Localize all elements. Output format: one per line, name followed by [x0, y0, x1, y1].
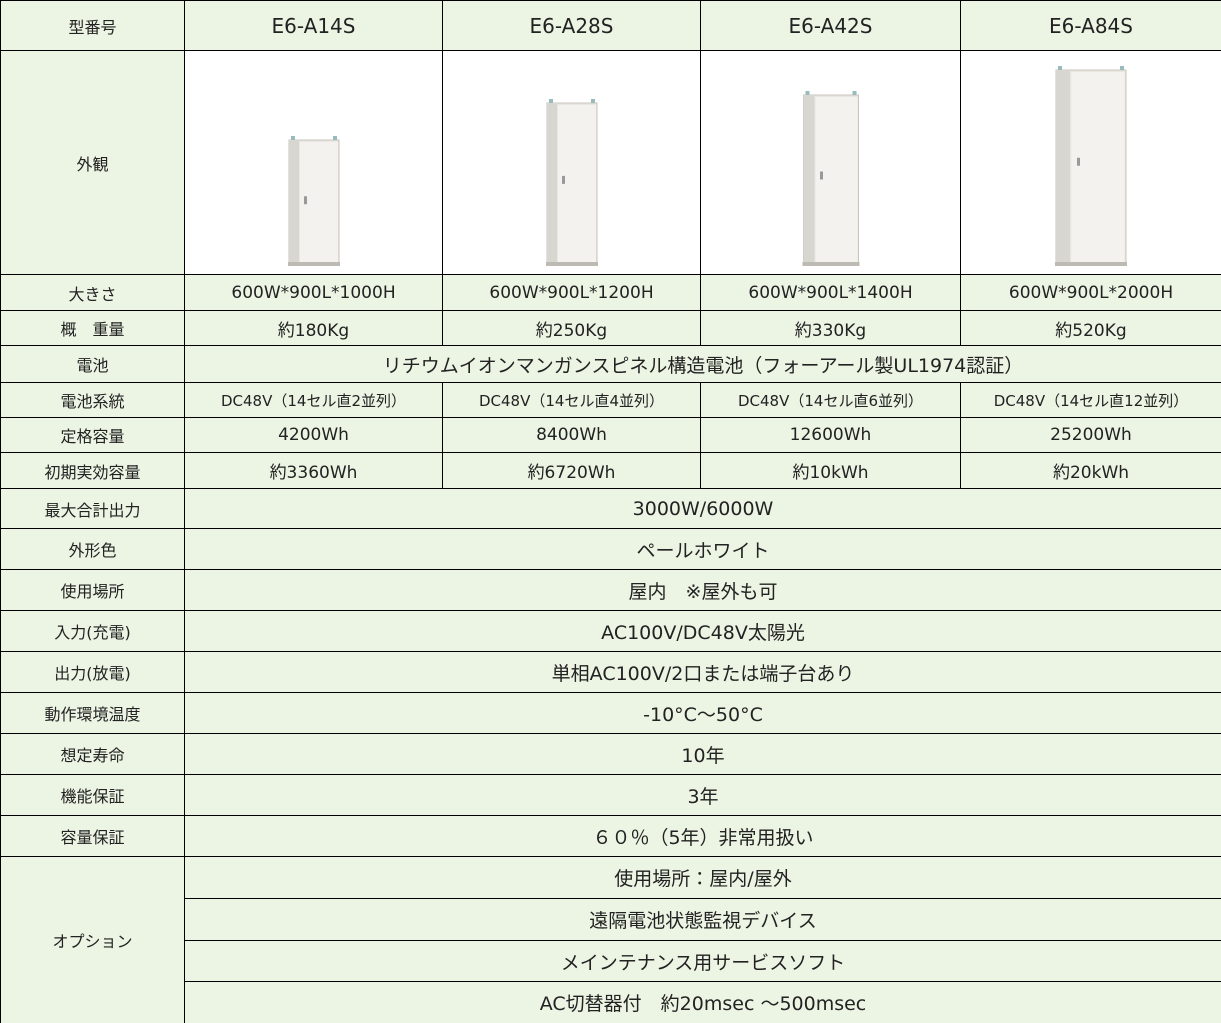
spec-value: リチウムイオンマンガンスピネル構造電池（フォーアール製UL1974認証） [184, 345, 1221, 383]
spec-row: 動作環境温度 -10°C～50°C [0, 692, 1221, 734]
row-label: 想定寿命 [0, 733, 185, 775]
spec-row: 初期実効容量 約3360Wh 約6720Wh 約10kWh 約20kWh [0, 452, 1221, 489]
spec-row: 電池系統 DC48V（14セル直2並列） DC48V（14セル直4並列） DC48V（… [0, 382, 1221, 418]
spec-row: 想定寿命 10年 [0, 733, 1221, 775]
spec-value: 約250Kg [442, 310, 701, 346]
spec-value: 3年 [184, 774, 1221, 816]
spec-row: 最大合計出力 3000W/6000W [0, 488, 1221, 529]
row-label: 出力(放電) [0, 651, 185, 693]
row-label: オプション [0, 856, 185, 1023]
spec-row: 使用場所 屋内 ※屋外も可 [0, 569, 1221, 611]
option-row: 遠隔電池状態監視デバイス [1, 898, 1221, 941]
option-value: 遠隔電池状態監視デバイス [184, 898, 1221, 941]
row-label: 型番号 [0, 0, 185, 51]
spec-row: 機能保証 3年 [0, 774, 1221, 816]
spec-value: DC48V（14セル直4並列） [442, 382, 701, 418]
spec-value: 10年 [184, 733, 1221, 775]
spec-value: 600W*900L*1200H [442, 274, 701, 311]
row-label: 電池系統 [0, 382, 185, 418]
spec-value: 約6720Wh [442, 452, 701, 489]
spec-row: 入力(充電) AC100V/DC48V太陽光 [0, 610, 1221, 652]
option-row: メインテナンス用サービスソフト [1, 940, 1221, 982]
spec-value: 600W*900L*1400H [700, 274, 961, 311]
appearance-row: 外観 [0, 50, 1221, 275]
row-label: 定格容量 [0, 417, 185, 453]
spec-row: 出力(放電) 単相AC100V/2口または端子台あり [0, 651, 1221, 693]
product-image-cell [960, 50, 1221, 275]
product-image-cell [700, 50, 961, 275]
cabinet-image [1055, 65, 1127, 266]
spec-value: 約330Kg [700, 310, 961, 346]
option-value: AC切替器付 約20msec ～500msec [184, 981, 1221, 1023]
spec-row: 電池 リチウムイオンマンガンスピネル構造電池（フォーアール製UL1974認証） [0, 345, 1221, 383]
header-row: 型番号 E6-A14S E6-A28S E6-A42S E6-A84S [0, 0, 1221, 51]
spec-value: DC48V（14セル直2並列） [184, 382, 443, 418]
spec-value: AC100V/DC48V太陽光 [184, 610, 1221, 652]
row-label: 外観 [0, 50, 185, 275]
spec-row: 外形色 ペールホワイト [0, 528, 1221, 570]
spec-value: 600W*900L*1000H [184, 274, 443, 311]
spec-value: 単相AC100V/2口または端子台あり [184, 651, 1221, 693]
option-row: AC切替器付 約20msec ～500msec [1, 981, 1221, 1023]
model-name: E6-A28S [442, 0, 701, 51]
row-label: 概 重量 [0, 310, 185, 346]
spec-value: 600W*900L*2000H [960, 274, 1221, 311]
option-row: オプション 使用場所：屋内/屋外 [0, 856, 1221, 1023]
spec-value: 25200Wh [960, 417, 1221, 453]
spec-value: 約20kWh [960, 452, 1221, 489]
cabinet-image [287, 135, 340, 266]
option-value: メインテナンス用サービスソフト [184, 940, 1221, 982]
spec-row: 概 重量 約180Kg 約250Kg 約330Kg 約520Kg [0, 310, 1221, 346]
spec-value: ペールホワイト [184, 528, 1221, 570]
spec-row: 大きさ 600W*900L*1000H 600W*900L*1200H 600W*90… [0, 274, 1221, 311]
product-image-cell [184, 50, 443, 275]
cabinet-image [545, 98, 598, 266]
row-label: 入力(充電) [0, 610, 185, 652]
model-name: E6-A84S [960, 0, 1221, 51]
model-name: E6-A14S [184, 0, 443, 51]
model-name: E6-A42S [700, 0, 961, 51]
spec-value: -10°C～50°C [184, 692, 1221, 734]
product-image-cell [442, 50, 701, 275]
spec-row: 定格容量 4200Wh 8400Wh 12600Wh 25200Wh [0, 417, 1221, 453]
row-label: 容量保証 [0, 815, 185, 857]
spec-value: 8400Wh [442, 417, 701, 453]
spec-value: 約180Kg [184, 310, 443, 346]
option-value: 使用場所：屋内/屋外 [184, 856, 1221, 899]
row-label: 動作環境温度 [0, 692, 185, 734]
row-label: 初期実効容量 [0, 452, 185, 489]
row-label: 外形色 [0, 528, 185, 570]
spec-value: ６０％（5年）非常用扱い [184, 815, 1221, 857]
cabinet-image [802, 90, 859, 266]
row-label: 電池 [0, 345, 185, 383]
row-label: 使用場所 [0, 569, 185, 611]
spec-value: 4200Wh [184, 417, 443, 453]
spec-value: 屋内 ※屋外も可 [184, 569, 1221, 611]
spec-value: 約10kWh [700, 452, 961, 489]
spec-value: 約520Kg [960, 310, 1221, 346]
spec-value: 12600Wh [700, 417, 961, 453]
row-label: 最大合計出力 [0, 488, 185, 529]
spec-value: 約3360Wh [184, 452, 443, 489]
spec-value: DC48V（14セル直6並列） [700, 382, 961, 418]
row-label: 機能保証 [0, 774, 185, 816]
spec-value: DC48V（14セル直12並列） [960, 382, 1221, 418]
spec-value: 3000W/6000W [184, 488, 1221, 529]
row-label: 大きさ [0, 274, 185, 311]
spec-row: 容量保証 ６０％（5年）非常用扱い [0, 815, 1221, 857]
